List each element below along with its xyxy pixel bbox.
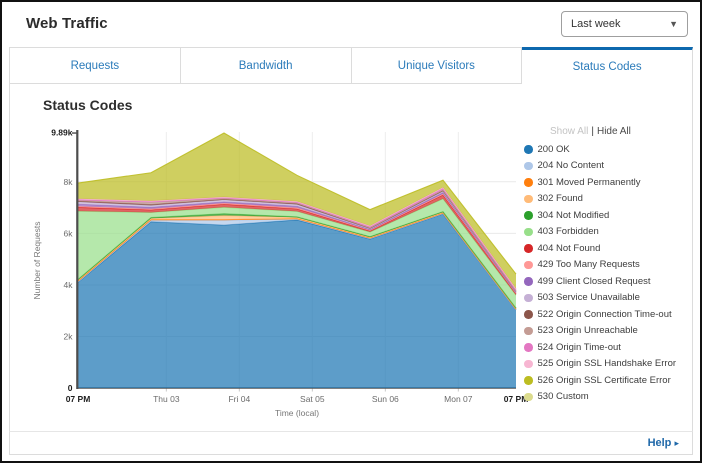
traffic-tabs: Requests Bandwidth Unique Visitors Status C… xyxy=(9,47,693,84)
svg-text:0: 0 xyxy=(68,383,73,393)
svg-text:2k: 2k xyxy=(64,331,74,341)
legend-label: 200 OK xyxy=(537,143,570,155)
legend-label: 526 Origin SSL Certificate Error xyxy=(537,374,671,386)
hide-all-link[interactable]: Hide All xyxy=(596,126,631,137)
legend-label: 530 Custom xyxy=(537,391,589,403)
legend-item-524[interactable]: 524 Origin Time-out xyxy=(524,339,688,356)
legend-label: 503 Service Unavailable xyxy=(537,292,640,304)
page-title: Web Traffic xyxy=(26,15,108,32)
chart-legend: Show All | Hide All 200 OK 204 No Content 30… xyxy=(524,126,688,405)
caret-down-icon: ▼ xyxy=(669,18,678,29)
svg-text:Thu 03: Thu 03 xyxy=(153,394,180,404)
tab-unique-visitors[interactable]: Unique Visitors xyxy=(351,47,523,84)
legend-item-301[interactable]: 301 Moved Permanently xyxy=(524,174,688,191)
legend-label: 302 Found xyxy=(537,193,583,205)
show-all-link[interactable]: Show All xyxy=(550,126,589,137)
legend-dot-301 xyxy=(524,178,533,187)
legend-item-525[interactable]: 525 Origin SSL Handshake Error xyxy=(524,356,688,373)
svg-text:Number of Requests: Number of Requests xyxy=(32,222,42,300)
tab-bandwidth[interactable]: Bandwidth xyxy=(180,47,352,84)
svg-text:Fri 04: Fri 04 xyxy=(228,394,250,404)
legend-dot-204 xyxy=(524,161,533,170)
legend-dot-403 xyxy=(524,227,533,236)
legend-dot-200 xyxy=(524,145,533,154)
legend-label: 304 Not Modified xyxy=(537,209,610,221)
legend-label: 403 Forbidden xyxy=(537,226,599,238)
legend-dot-523 xyxy=(524,326,533,335)
legend-item-304[interactable]: 304 Not Modified xyxy=(524,207,688,224)
legend-label: 204 No Content xyxy=(537,160,605,172)
chart-title: Status Codes xyxy=(43,97,133,113)
legend-item-403[interactable]: 403 Forbidden xyxy=(524,224,688,241)
legend-item-526[interactable]: 526 Origin SSL Certificate Error xyxy=(524,372,688,389)
legend-dot-429 xyxy=(524,260,533,269)
svg-text:8k: 8k xyxy=(64,177,74,187)
legend-item-522[interactable]: 522 Origin Connection Time-out xyxy=(524,306,688,323)
legend-item-204[interactable]: 204 No Content xyxy=(524,158,688,175)
footer-bar: Help ▸ xyxy=(9,431,693,455)
legend-label: 522 Origin Connection Time-out xyxy=(537,308,672,320)
legend-dot-404 xyxy=(524,244,533,253)
legend-item-499[interactable]: 499 Client Closed Request xyxy=(524,273,688,290)
legend-controls: Show All | Hide All xyxy=(550,126,688,137)
legend-label: 525 Origin SSL Handshake Error xyxy=(537,358,677,370)
legend-separator: | xyxy=(591,126,594,137)
status-codes-stacked-area-chart: 9.89k 0 2k 4k 6k 8k 07 PM Thu 03 Fri 04 Sat 05 Sun… xyxy=(32,128,529,418)
svg-text:4k: 4k xyxy=(64,280,74,290)
svg-text:Sat 05: Sat 05 xyxy=(300,394,325,404)
legend-label: 429 Too Many Requests xyxy=(537,259,640,271)
legend-label: 523 Origin Unreachable xyxy=(537,325,638,337)
help-link[interactable]: Help ▸ xyxy=(647,437,679,449)
tab-requests[interactable]: Requests xyxy=(9,47,181,84)
legend-label: 499 Client Closed Request xyxy=(537,275,651,287)
legend-dot-499 xyxy=(524,277,533,286)
help-arrow-icon: ▸ xyxy=(674,438,679,448)
legend-dot-525 xyxy=(524,359,533,368)
svg-text:Sun 06: Sun 06 xyxy=(372,394,399,404)
legend-items: 200 OK 204 No Content 301 Moved Permanentl… xyxy=(524,141,688,405)
legend-item-503[interactable]: 503 Service Unavailable xyxy=(524,290,688,307)
legend-label: 301 Moved Permanently xyxy=(537,176,641,188)
legend-item-530[interactable]: 530 Custom xyxy=(524,389,688,406)
legend-dot-530 xyxy=(524,392,533,401)
legend-label: 524 Origin Time-out xyxy=(537,341,621,353)
svg-text:07 PM: 07 PM xyxy=(504,394,529,404)
svg-text:6k: 6k xyxy=(64,228,74,238)
legend-dot-302 xyxy=(524,194,533,203)
legend-item-404[interactable]: 404 Not Found xyxy=(524,240,688,257)
legend-dot-526 xyxy=(524,376,533,385)
legend-dot-522 xyxy=(524,310,533,319)
legend-dot-503 xyxy=(524,293,533,302)
legend-label: 404 Not Found xyxy=(537,242,601,254)
time-range-value: Last week xyxy=(571,18,621,30)
svg-text:07 PM: 07 PM xyxy=(66,394,91,404)
legend-item-302[interactable]: 302 Found xyxy=(524,191,688,208)
legend-item-429[interactable]: 429 Too Many Requests xyxy=(524,257,688,274)
legend-dot-304 xyxy=(524,211,533,220)
time-range-dropdown[interactable]: Last week ▼ xyxy=(561,11,688,37)
tab-status-codes[interactable]: Status Codes xyxy=(522,47,693,84)
legend-item-200[interactable]: 200 OK xyxy=(524,141,688,158)
svg-text:Mon 07: Mon 07 xyxy=(444,394,473,404)
legend-dot-524 xyxy=(524,343,533,352)
svg-text:9.89k: 9.89k xyxy=(51,128,73,138)
status-codes-panel: Status Codes 9.89k 0 2k 4k 6k 8k 07 PM Thu 03 Fr… xyxy=(9,84,693,431)
legend-item-523[interactable]: 523 Origin Unreachable xyxy=(524,323,688,340)
svg-text:Time (local): Time (local) xyxy=(275,408,319,418)
